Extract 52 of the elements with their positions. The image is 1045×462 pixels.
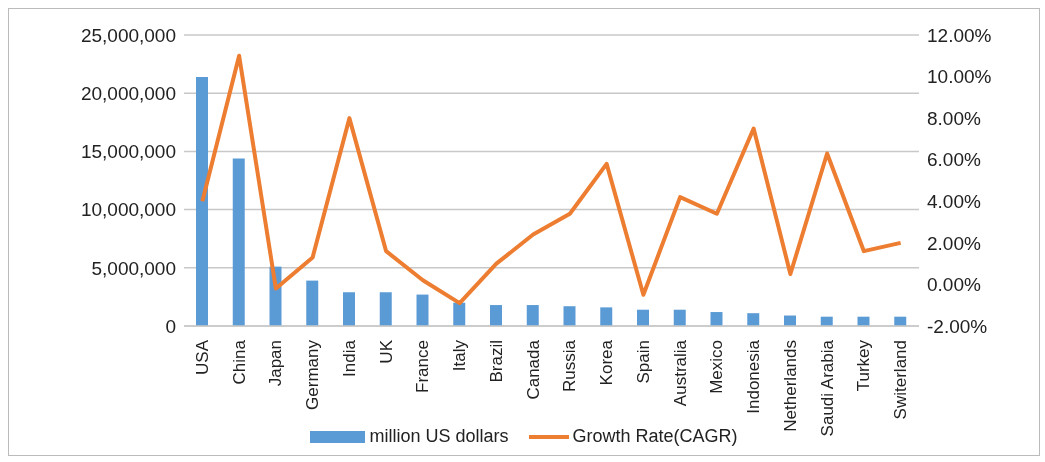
bar [306,280,319,326]
x-tick-label: Mexico [707,340,727,394]
y-tick-label: 15,000,000 [80,141,176,163]
x-tick-label: India [339,339,359,377]
x-tick-label: Switerland [891,340,911,420]
y2-tick-label: 8.00% [927,107,981,129]
x-tick-label: Korea [597,339,617,386]
x-tick-label: Saudi Arabia [817,339,837,437]
bar [710,312,723,326]
bar [600,307,613,326]
bar [637,309,649,326]
y2-tick-label: -2.00% [927,315,988,337]
y2-tick-label: 12.00% [927,24,992,46]
line-series [200,53,903,306]
x-tick-label: Russia [560,339,580,392]
bar [453,302,466,326]
x-tick-label: Spain [633,340,653,384]
legend-label: Growth Rate(CAGR) [571,426,738,447]
bar [673,309,686,326]
x-tick-label: China [229,339,249,385]
y-tick-label: 20,000,000 [80,82,176,104]
x-tick-label: France [413,340,433,393]
y2-tick-label: 6.00% [927,149,981,171]
bar [343,292,355,326]
x-tick-label: Turkey [854,339,874,392]
bar [232,158,245,326]
y2-tick-label: 2.00% [927,232,981,254]
y-tick-label: 25,000,000 [80,24,176,46]
x-tick-label: Japan [266,340,286,387]
x-tick-label: Australia [670,339,690,407]
x-tick-label: Germany [303,339,323,410]
y2-tick-label: 4.00% [927,191,981,213]
x-tick-label: UK [376,339,396,364]
bar [416,294,429,326]
legend-label: million US dollars [368,426,509,447]
bar [196,76,208,326]
x-tick-label: Brazil [486,340,506,383]
bar [379,292,392,326]
bar [490,305,502,326]
bar [747,313,760,326]
x-tick-label: USA [192,339,212,375]
x-tick-label: Indonesia [744,339,764,414]
x-tick-label: Italy [450,339,470,372]
y-tick-label: 0 [165,315,176,337]
y-tick-label: 10,000,000 [80,199,176,221]
x-tick-label: Canada [523,339,543,400]
bar [563,306,576,326]
y-tick-label: 5,000,000 [91,257,176,279]
x-tick-label: Netherlands [780,340,800,432]
y2-tick-label: 10.00% [927,66,992,88]
bar [526,305,539,326]
y2-tick-label: 0.00% [927,274,981,296]
